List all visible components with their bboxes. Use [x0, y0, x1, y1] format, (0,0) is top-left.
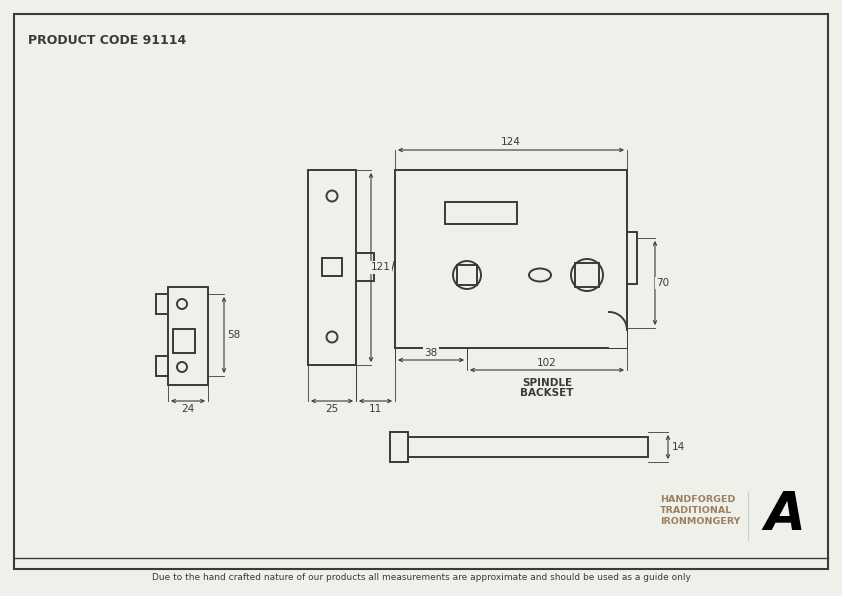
Bar — [390, 432, 408, 462]
Bar — [308, 170, 356, 365]
Text: 38: 38 — [424, 348, 438, 358]
Bar — [156, 356, 168, 376]
Bar — [445, 202, 517, 224]
Text: TRADITIONAL: TRADITIONAL — [660, 506, 733, 515]
Text: 58: 58 — [227, 330, 241, 340]
Text: 124: 124 — [501, 137, 521, 147]
Text: 25: 25 — [325, 404, 338, 414]
Bar — [395, 170, 627, 348]
Text: 14: 14 — [671, 442, 685, 452]
Text: PRODUCT CODE 91114: PRODUCT CODE 91114 — [28, 34, 186, 47]
Text: 102: 102 — [537, 358, 557, 368]
Text: A: A — [765, 489, 806, 541]
Bar — [322, 258, 342, 276]
Text: 24: 24 — [181, 404, 195, 414]
Bar — [168, 287, 208, 385]
Bar — [173, 329, 195, 353]
Text: IRONMONGERY: IRONMONGERY — [660, 517, 740, 526]
Bar — [609, 330, 627, 348]
Text: HANDFORGED: HANDFORGED — [660, 495, 735, 504]
Bar — [156, 294, 168, 314]
Text: 11: 11 — [369, 404, 382, 414]
Bar — [575, 263, 599, 287]
Bar — [356, 253, 374, 281]
Text: 70: 70 — [657, 278, 669, 288]
Text: 121: 121 — [371, 262, 391, 272]
Text: SPINDLE: SPINDLE — [522, 378, 572, 388]
Text: BACKSET: BACKSET — [520, 388, 573, 398]
Bar — [457, 265, 477, 285]
Bar — [627, 232, 637, 284]
Text: Due to the hand crafted nature of our products all measurements are approximate : Due to the hand crafted nature of our pr… — [152, 573, 690, 582]
Bar — [408, 437, 648, 457]
